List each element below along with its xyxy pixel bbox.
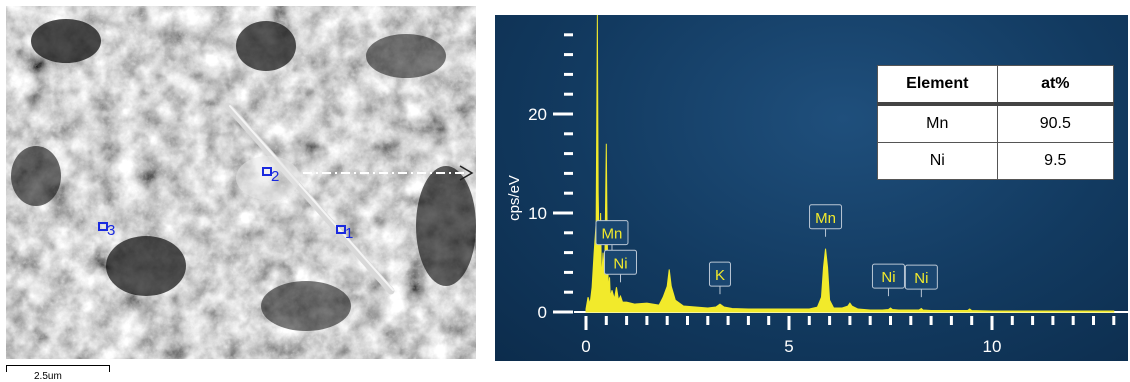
y-tick-label: 10 (528, 204, 547, 223)
peak-labels: Mn Ni K Mn Ni Ni (595, 204, 938, 298)
peak-label-text: K (715, 267, 725, 284)
peak-label-text: Ni (914, 270, 928, 287)
eds-spectrum-chart: 0 10 20 0 5 10 Mn Ni K Mn Ni Ni cps/eV Element at… (495, 15, 1128, 361)
y-tick-label: 0 (538, 303, 547, 322)
y-axis-title: cps/eV (506, 175, 523, 221)
peak-label-text: Mn (602, 226, 623, 243)
sem-marker-1[interactable]: 1 (336, 225, 353, 242)
peak-label-text: Mn (815, 210, 836, 227)
peak-label: Ni (904, 264, 938, 298)
y-axis: 0 10 20 (528, 33, 573, 322)
peak-label: Mn (809, 204, 843, 237)
table-cell-element: Ni (877, 142, 998, 180)
x-tick-label: 0 (581, 337, 590, 356)
column-header-at-percent: at% (996, 65, 1115, 106)
x-tick-label: 5 (784, 337, 793, 356)
x-axis: 0 5 10 (574, 311, 1128, 356)
sem-micrograph: 2 1 3 (6, 6, 476, 359)
y-tick-label: 20 (528, 105, 547, 124)
table-cell-value: 9.5 (996, 142, 1115, 180)
peak-label: Mn (595, 220, 629, 253)
peak-label-text: Ni (613, 255, 627, 272)
sem-marker-label: 3 (107, 222, 115, 239)
sem-marker-2[interactable]: 2 (262, 167, 279, 185)
scale-bar-label: 2.5um (34, 371, 62, 382)
table-row: Mn 90.5 (877, 103, 1115, 143)
x-tick-label: 10 (983, 337, 1002, 356)
column-header-element: Element (877, 65, 998, 106)
scale-bar: 2.5um (6, 362, 110, 382)
sem-texture: 2 1 3 (6, 6, 476, 359)
composition-table: Element at% Mn 90.5 Ni 9.5 (877, 65, 1115, 180)
table-cell-element: Mn (877, 103, 998, 143)
sem-marker-label: 2 (271, 168, 279, 185)
table-row: Ni 9.5 (877, 142, 1115, 180)
scale-bar-line (6, 365, 110, 372)
table-header-row: Element at% (877, 65, 1115, 106)
peak-label: Ni (604, 249, 638, 283)
peak-label: K (708, 261, 731, 295)
peak-label-text: Ni (881, 269, 895, 286)
sem-marker-label: 1 (345, 225, 353, 242)
table-cell-value: 90.5 (996, 103, 1115, 143)
peak-label: Ni (871, 263, 905, 297)
sem-marker-3[interactable]: 3 (98, 222, 115, 239)
